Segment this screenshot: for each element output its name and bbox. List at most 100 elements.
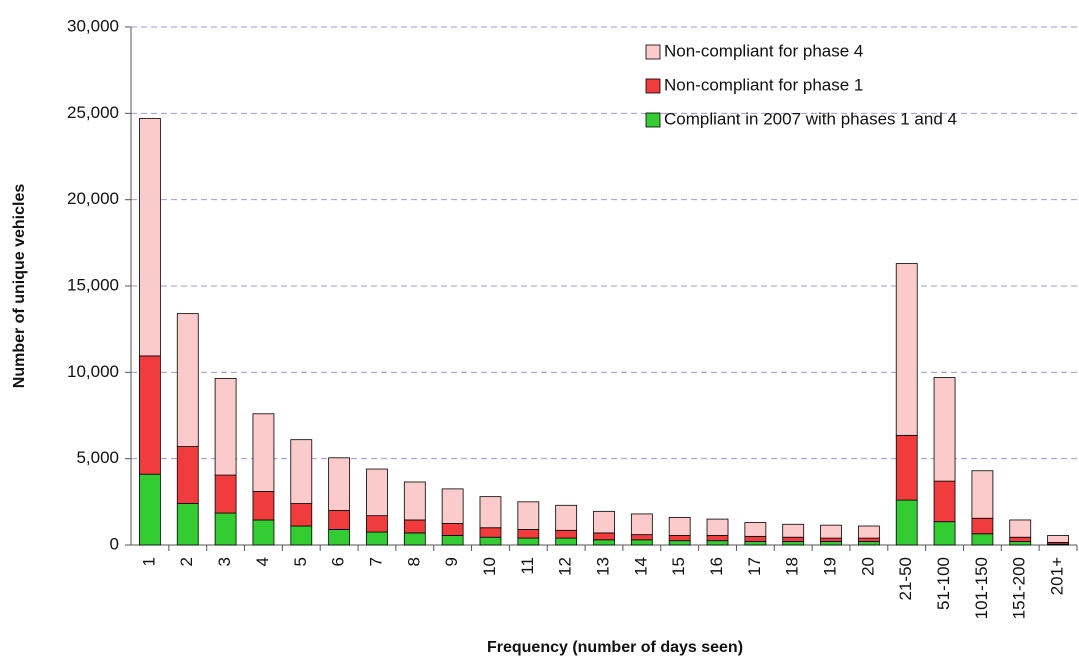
bar-segment (782, 523, 805, 538)
legend-label: Non-compliant for phase 1 (664, 75, 863, 94)
y-tick-label: 25,000 (67, 103, 119, 122)
y-tick-label: 0 (110, 534, 119, 553)
x-tick-label: 12 (556, 557, 575, 576)
bar-segment (895, 263, 918, 436)
bar-segment (1009, 519, 1032, 538)
bar-segment (403, 519, 426, 534)
bar-segment (593, 510, 615, 534)
x-tick-label: 1 (139, 557, 158, 566)
legend-label: Compliant in 2007 with phases 1 and 4 (664, 109, 957, 128)
bar-segment (820, 524, 842, 539)
bar-segment (1009, 536, 1032, 542)
legend-swatch (645, 44, 661, 60)
bar-segment (139, 355, 161, 475)
bar-segment (668, 516, 691, 536)
bar-segment (366, 531, 388, 546)
x-tick-label: 15 (669, 557, 688, 576)
bar-segment (630, 534, 653, 541)
x-tick-label: 19 (821, 557, 840, 576)
bar-segment (857, 537, 880, 542)
bar-segment (290, 503, 313, 527)
x-tick-label: 13 (593, 557, 612, 576)
bar-segment (214, 377, 237, 476)
bar-segment (403, 481, 426, 521)
bar-segment (820, 537, 842, 542)
bar-segment (441, 488, 464, 524)
x-tick-label: 4 (253, 557, 272, 566)
x-tick-label: 51-100 (934, 557, 953, 610)
x-tick-label: 7 (366, 557, 385, 566)
bar-segment (857, 525, 880, 539)
x-tick-label: 14 (631, 557, 650, 576)
bar-segment (744, 535, 767, 542)
bar-segment (933, 521, 956, 546)
bar-segment (630, 513, 653, 536)
bar-segment (176, 446, 199, 504)
x-tick-label: 2 (177, 557, 196, 566)
x-tick-label: 9 (442, 557, 461, 566)
bar-segment (139, 473, 161, 546)
bar-segment (479, 496, 502, 529)
bar-segment (857, 541, 880, 546)
bar-segment (252, 491, 275, 521)
bar-segment (744, 522, 767, 537)
bar-segment (290, 525, 313, 546)
bar-segment (328, 457, 351, 511)
bar-segment (366, 515, 388, 533)
x-tick-label: 6 (329, 557, 348, 566)
bar-segment (593, 532, 615, 541)
bar-segment (479, 527, 502, 538)
bar-segment (517, 529, 540, 539)
y-tick-label: 15,000 (67, 275, 119, 294)
bar-segment (441, 535, 464, 546)
bar-segment (744, 541, 767, 546)
y-tick-label: 30,000 (67, 16, 119, 35)
legend-swatch (645, 112, 661, 128)
y-tick-label: 10,000 (67, 362, 119, 381)
x-tick-label: 18 (783, 557, 802, 576)
x-tick-label: 11 (518, 557, 537, 575)
bar-segment (555, 529, 578, 539)
y-tick-label: 20,000 (67, 189, 119, 208)
bar-segment (214, 474, 237, 514)
bar-segment (706, 535, 729, 542)
bar-segment (328, 529, 351, 546)
x-tick-label: 5 (291, 557, 310, 566)
bar-segment (214, 512, 237, 546)
bar-segment (517, 537, 540, 546)
bar-segment (668, 540, 691, 546)
bar-segment (593, 539, 615, 546)
x-tick-label: 17 (745, 557, 764, 576)
bar-segment (668, 535, 691, 542)
bar-segment (252, 413, 275, 492)
bar-segment (366, 468, 388, 517)
bar-segment (479, 536, 502, 546)
legend-swatch (645, 78, 661, 94)
legend-label: Non-compliant for phase 4 (664, 41, 863, 60)
bar-segment (971, 533, 994, 546)
bar-segment (252, 519, 275, 546)
bar-segment (555, 504, 578, 531)
bar-segment (820, 541, 842, 546)
bar-segment (971, 470, 994, 519)
bar-segment (441, 523, 464, 536)
y-axis-title: Number of unique vehicles (11, 184, 28, 389)
x-tick-label: 101-150 (972, 557, 991, 619)
bar-segment (176, 503, 199, 546)
bar-segment (895, 434, 918, 501)
bar-segment (139, 118, 161, 357)
bar-segment (706, 540, 729, 546)
bar-segment (517, 501, 540, 530)
bar-segment (933, 480, 956, 523)
bar-segment (782, 541, 805, 546)
x-tick-label: 21-50 (896, 557, 915, 600)
bar-segment (328, 510, 351, 530)
bar-segment (971, 517, 994, 535)
bar-segment (1047, 535, 1069, 543)
bar-segment (895, 499, 918, 546)
x-tick-label: 10 (480, 557, 499, 576)
bar-segment (782, 536, 805, 542)
bar-segment (933, 377, 956, 482)
bar-segment (630, 539, 653, 546)
